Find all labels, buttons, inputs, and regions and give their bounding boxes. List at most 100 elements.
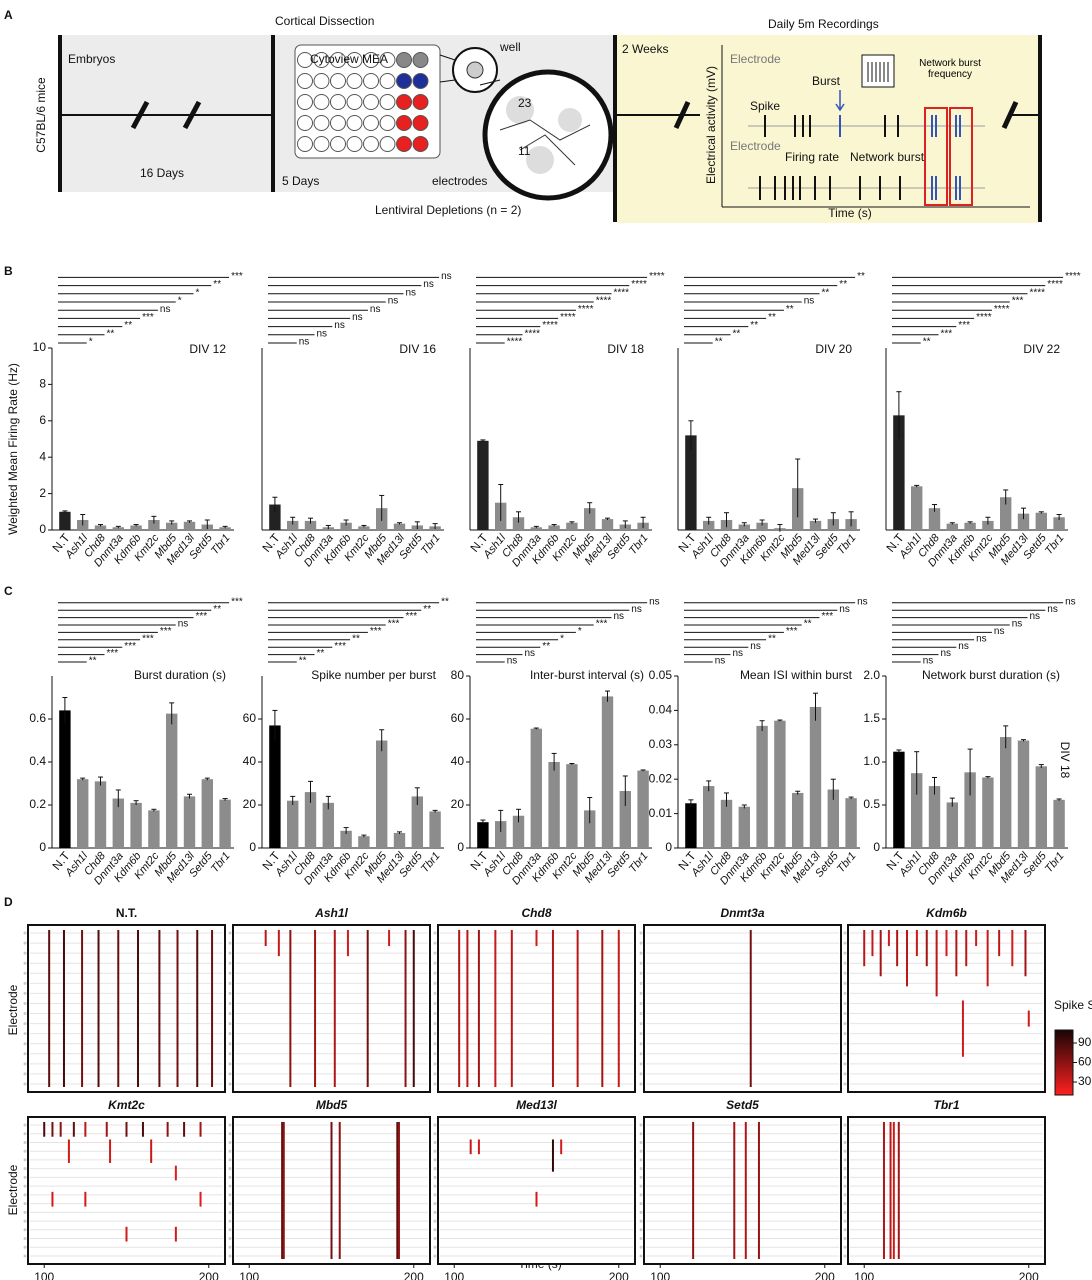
electrode-dot	[639, 1245, 643, 1249]
electrode-dot	[843, 1202, 847, 1206]
significance-label: **	[213, 279, 221, 290]
raster-title: Kmt2c	[108, 1098, 145, 1112]
y-tick-label: 0	[457, 840, 464, 854]
colorbar-tick-label: 60	[1078, 1055, 1092, 1069]
electrode-dot	[639, 1072, 643, 1076]
electrode-dot	[843, 991, 847, 995]
y-tick-label: 8	[39, 377, 46, 391]
electrode-dot	[843, 961, 847, 965]
well	[313, 136, 330, 152]
electrode-dot	[843, 1219, 847, 1223]
well	[396, 73, 412, 89]
chart-title: Burst duration (s)	[134, 668, 226, 682]
electrode-label: Electrode	[730, 52, 781, 66]
electrode-dot	[228, 1052, 232, 1056]
electrode-dot	[433, 1175, 437, 1179]
chart-title: Network burst duration (s)	[922, 668, 1060, 682]
y-tick-label: 2.0	[863, 668, 880, 682]
electrode-dot	[433, 1052, 437, 1056]
electrode-dot	[639, 1210, 643, 1214]
electrode-dot	[433, 991, 437, 995]
electrode-dot	[228, 941, 232, 945]
electrode-dot	[639, 1193, 643, 1197]
electrode-dot	[639, 1175, 643, 1179]
significance-label: *	[196, 287, 200, 298]
bar	[738, 524, 750, 530]
bar	[756, 725, 768, 848]
a-time-label: Time (s)	[828, 206, 872, 220]
electrode-dot	[23, 1123, 27, 1127]
well	[363, 94, 379, 110]
electrode-dot	[433, 1022, 437, 1026]
electrode-dot	[433, 1123, 437, 1127]
significance-label: **	[768, 312, 776, 323]
significance-label: ns	[406, 287, 417, 298]
depletions-label: Lentiviral Depletions (n = 2)	[375, 203, 521, 217]
days16: 16 Days	[140, 166, 184, 180]
significance-label: ***	[107, 648, 119, 659]
significance-label: ****	[614, 287, 630, 298]
well	[297, 115, 313, 131]
category-label: Tbr1	[627, 850, 651, 875]
raster-title: Chd8	[522, 906, 552, 920]
well	[297, 52, 313, 68]
electrode-dot	[228, 1237, 232, 1241]
well	[330, 115, 346, 131]
electrode-dot	[228, 1062, 232, 1066]
significance-label: ****	[631, 279, 647, 290]
bar	[911, 773, 923, 848]
significance-label: **	[124, 320, 132, 331]
electrode-dot	[843, 931, 847, 935]
bar	[183, 796, 196, 848]
well	[313, 52, 330, 68]
electrode-dot	[23, 961, 27, 965]
electrode-dot	[228, 981, 232, 985]
electrode-dot	[843, 1175, 847, 1179]
significance-label: ***	[941, 328, 953, 339]
raster-title: Setd5	[726, 1098, 759, 1112]
significance-label: ****	[649, 271, 665, 282]
panel-label: A	[4, 8, 13, 22]
electrode-dot	[433, 1032, 437, 1036]
bar	[637, 770, 649, 848]
bar	[94, 781, 107, 848]
electrode-dot	[433, 1237, 437, 1241]
electrode-dot	[843, 1052, 847, 1056]
significance-label: ***	[196, 611, 208, 622]
electrode-dot	[843, 1210, 847, 1214]
electrode-dot	[843, 941, 847, 945]
electrode-dot	[433, 1193, 437, 1197]
y-tick-label: 0	[39, 840, 46, 854]
electrode-dot	[639, 951, 643, 955]
y-tick-label: 0.04	[649, 703, 673, 717]
electrode-dot	[23, 1254, 27, 1258]
significance-label: ***	[822, 611, 834, 622]
significance-label: ns	[839, 604, 850, 615]
electrode-dot	[228, 1001, 232, 1005]
electrode-dot	[23, 1167, 27, 1171]
well	[379, 73, 396, 89]
y-tick-label: 40	[243, 754, 257, 768]
electrode-dot	[639, 941, 643, 945]
electrode-dot	[639, 1254, 643, 1258]
electrode-dot	[843, 1012, 847, 1016]
well-label: well	[499, 40, 521, 54]
significance-label: ns	[941, 648, 952, 659]
electrode-dot	[23, 951, 27, 955]
electrode-dot	[433, 1210, 437, 1214]
well-number: 23	[518, 96, 532, 110]
significance-label: ***	[231, 596, 243, 607]
embryos-label: Embryos	[68, 52, 115, 66]
electrode-dot	[639, 931, 643, 935]
significance-label: ***	[596, 619, 608, 630]
electrode-dot	[228, 1175, 232, 1179]
significance-label: ns	[976, 633, 987, 644]
bar	[393, 832, 406, 848]
electrode-dot	[639, 1140, 643, 1144]
significance-label: ***	[370, 626, 382, 637]
significance-label: ***	[124, 641, 136, 652]
bar	[809, 706, 822, 848]
electrode-dot	[23, 1219, 27, 1223]
network-burst-label: Network burst	[850, 150, 925, 164]
bar	[566, 522, 578, 530]
